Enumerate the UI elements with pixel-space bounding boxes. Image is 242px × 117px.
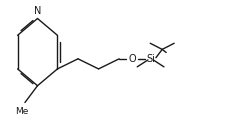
Text: N: N: [34, 6, 41, 16]
Text: Si: Si: [146, 54, 155, 64]
Text: O: O: [129, 54, 136, 64]
Text: Me: Me: [15, 107, 29, 116]
